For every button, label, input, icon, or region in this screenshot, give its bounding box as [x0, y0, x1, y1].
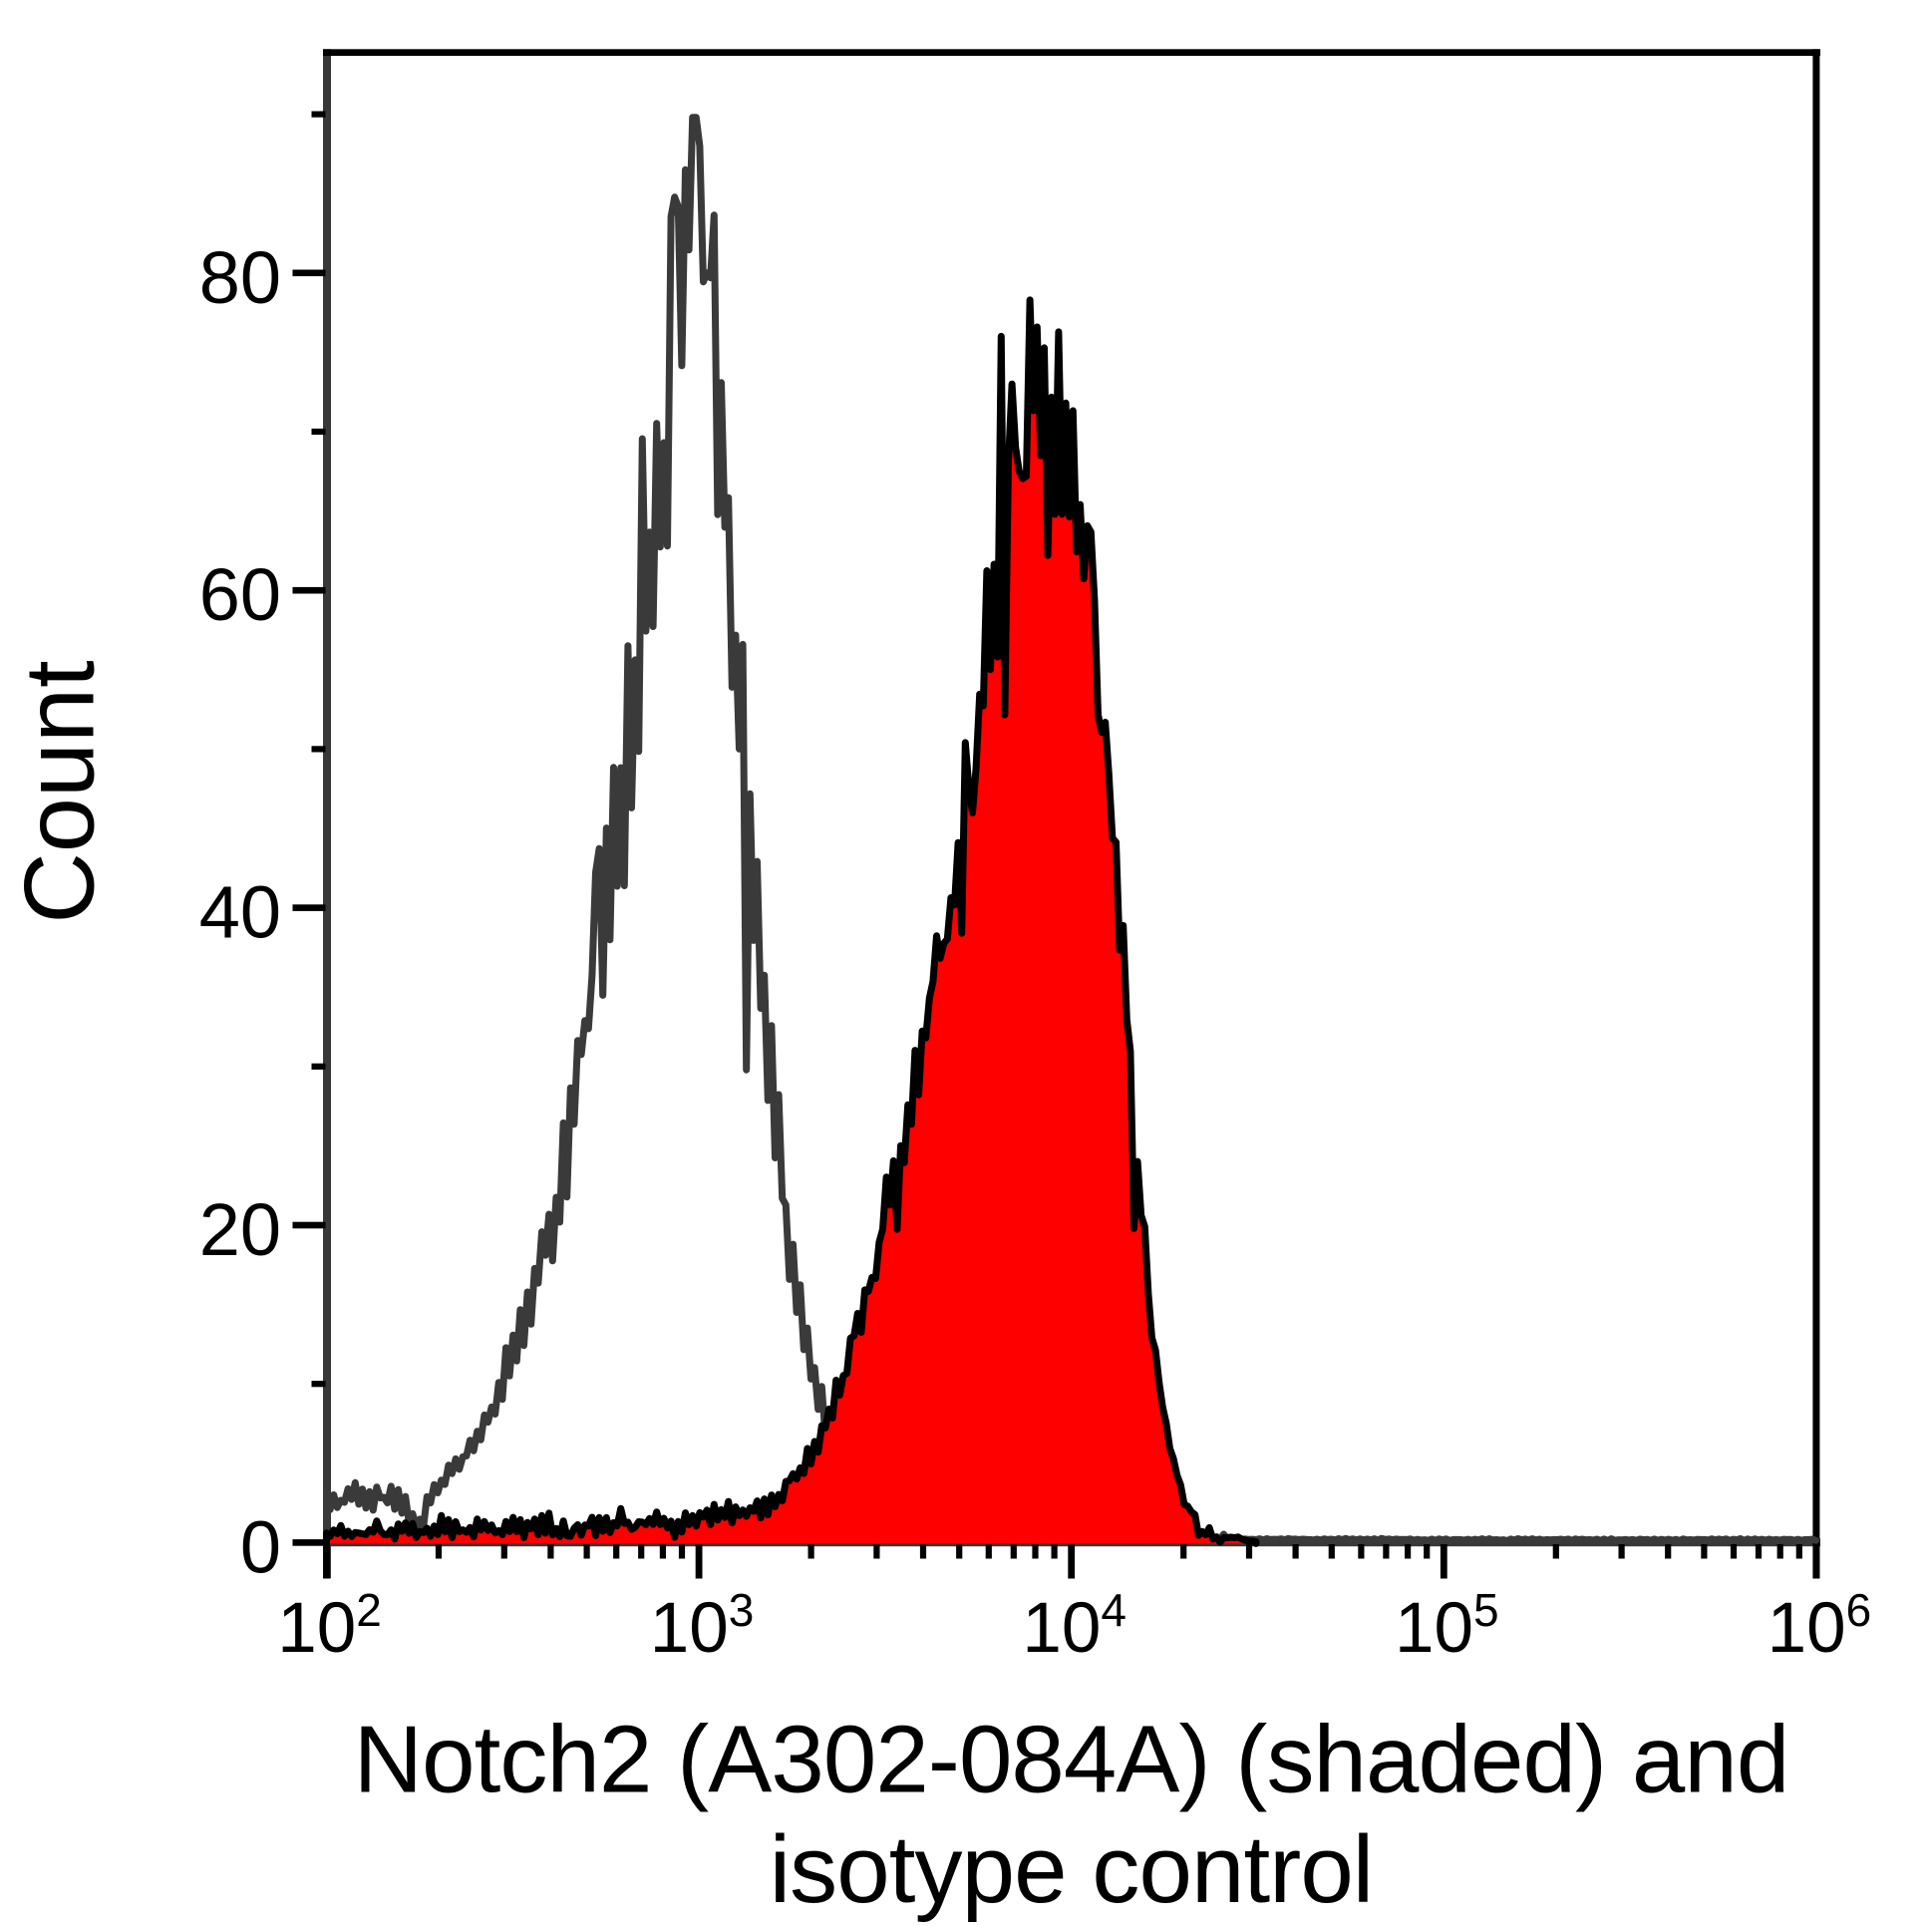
svg-text:Count: Count — [4, 660, 115, 923]
svg-text:40: 40 — [199, 871, 281, 954]
svg-text:20: 20 — [199, 1188, 281, 1271]
svg-text:isotype control: isotype control — [770, 1816, 1374, 1923]
svg-text:Notch2 (A302-084A) (shaded) an: Notch2 (A302-084A) (shaded) and — [354, 1707, 1789, 1813]
svg-text:60: 60 — [199, 553, 281, 636]
svg-text:80: 80 — [199, 236, 281, 319]
svg-text:0: 0 — [240, 1505, 281, 1588]
